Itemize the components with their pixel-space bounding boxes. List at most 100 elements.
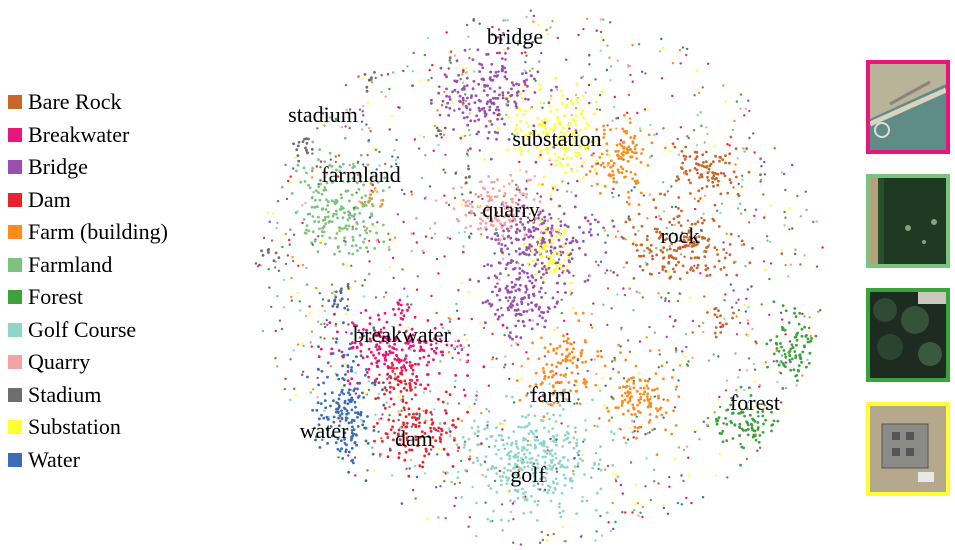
scatter-point: [541, 183, 544, 186]
scatter-point: [560, 422, 563, 425]
scatter-point: [675, 249, 678, 253]
scatter-point: [515, 124, 519, 127]
scatter-point: [325, 172, 328, 175]
scatter-point: [503, 466, 506, 470]
scatter-point: [625, 261, 629, 264]
scatter-point: [728, 253, 732, 257]
scatter-point: [679, 62, 682, 65]
scatter-point: [655, 387, 659, 391]
scatter-point: [445, 431, 448, 435]
scatter-point: [491, 187, 495, 191]
scatter-point: [672, 248, 676, 252]
scatter-point: [475, 132, 479, 136]
scatter-point: [370, 197, 374, 201]
scatter-point: [411, 372, 415, 376]
scatter-point: [624, 175, 627, 178]
scatter-point: [436, 109, 439, 112]
scatter-point: [565, 103, 568, 107]
scatter-point: [620, 326, 623, 330]
scatter-point: [577, 449, 581, 453]
scatter-point: [441, 400, 445, 404]
scatter-point: [791, 227, 794, 230]
scatter-point: [800, 360, 803, 364]
scatter-point: [336, 175, 340, 178]
scatter-point: [772, 360, 775, 363]
scatter-point: [742, 243, 746, 246]
scatter-point: [515, 379, 519, 383]
scatter-point: [383, 406, 387, 410]
scatter-point: [645, 238, 649, 242]
scatter-point: [378, 455, 382, 458]
scatter-point: [407, 335, 411, 339]
scatter-point: [703, 255, 707, 258]
scatter-point: [543, 395, 546, 399]
scatter-point: [440, 104, 444, 107]
scatter-point: [318, 446, 322, 449]
scatter-point: [515, 132, 519, 135]
scatter-point: [683, 245, 687, 249]
scatter-point: [426, 36, 430, 40]
scatter-point: [448, 106, 452, 110]
scatter-point: [376, 221, 379, 224]
scatter-point: [496, 105, 499, 109]
scatter-point: [508, 220, 512, 223]
scatter-point: [290, 299, 293, 302]
scatter-point: [672, 409, 675, 413]
scatter-point: [484, 208, 487, 212]
scatter-point: [488, 119, 491, 123]
scatter-point: [555, 264, 559, 268]
scatter-point: [496, 234, 500, 238]
scatter-point: [290, 295, 293, 299]
scatter-point: [351, 341, 354, 345]
scatter-point: [633, 430, 636, 433]
scatter-point: [517, 319, 520, 323]
scatter-point: [518, 267, 522, 270]
scatter-point: [640, 224, 644, 228]
scatter-point: [484, 321, 487, 325]
scatter-point: [408, 448, 411, 452]
scatter-point: [784, 188, 787, 192]
scatter-point: [529, 107, 533, 110]
scatter-point: [714, 335, 718, 339]
scatter-point: [496, 126, 500, 130]
scatter-point: [508, 377, 511, 381]
scatter-point: [477, 443, 481, 446]
scatter-point: [323, 186, 327, 189]
scatter-point: [374, 76, 377, 80]
scatter-point: [635, 249, 639, 252]
scatter-point: [513, 456, 517, 459]
scatter-point: [579, 351, 583, 354]
scatter-point: [737, 235, 740, 238]
scatter-point: [666, 512, 670, 515]
scatter-point: [459, 136, 463, 140]
scatter-point: [498, 422, 501, 426]
scatter-point: [424, 411, 428, 415]
scatter-point: [553, 126, 557, 129]
scatter-point: [261, 329, 265, 333]
scatter-point: [346, 298, 350, 301]
scatter-point: [570, 486, 574, 490]
scatter-point: [572, 341, 576, 344]
scatter-point: [577, 398, 580, 401]
scatter-point: [397, 442, 401, 446]
scatter-point: [495, 51, 499, 55]
scatter-point: [267, 268, 270, 271]
scatter-point: [549, 26, 552, 29]
scatter-point: [514, 313, 518, 317]
scatter-point: [558, 263, 562, 266]
scatter-point: [657, 482, 660, 485]
scatter-point: [632, 382, 636, 385]
scatter-point: [468, 278, 472, 282]
scatter-point: [523, 425, 526, 429]
scatter-point: [381, 223, 385, 227]
scatter-point: [745, 407, 749, 411]
scatter-point: [533, 435, 537, 439]
scatter-point: [456, 90, 460, 94]
scatter-point: [331, 214, 335, 218]
scatter-point: [637, 43, 641, 46]
scatter-point: [322, 416, 326, 420]
scatter-point: [404, 401, 408, 405]
scatter-point: [261, 253, 265, 257]
scatter-point: [743, 389, 746, 392]
cluster-label-quarry: quarry: [482, 197, 539, 222]
